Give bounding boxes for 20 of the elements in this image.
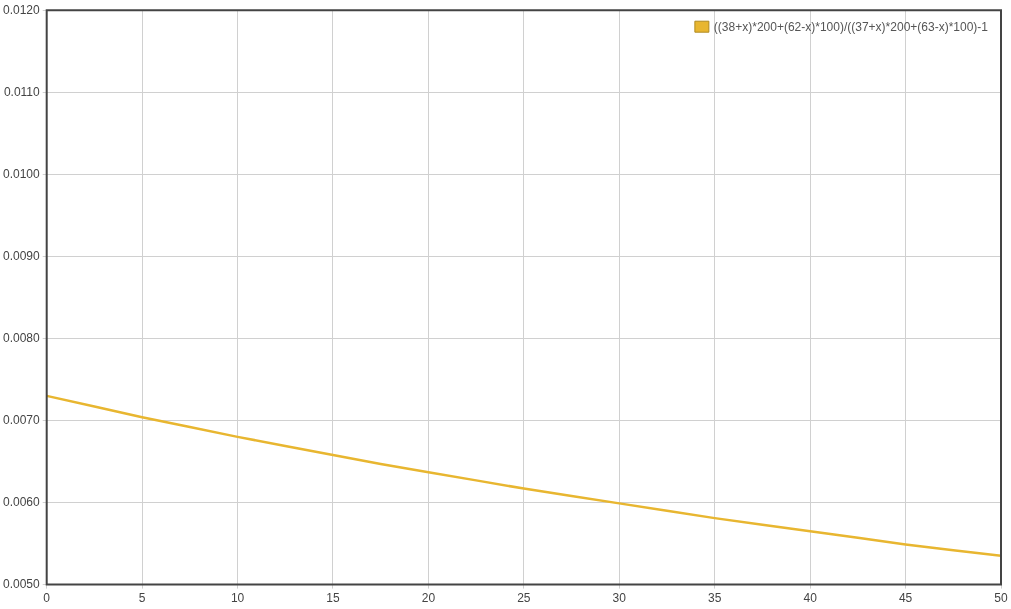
legend-label: ((38+x)*200+(62-x)*100)/((37+x)*200+(63-x)*100)-1 xyxy=(713,19,989,34)
x-tick-label: 0 xyxy=(43,591,51,606)
y-tick-label: 0.0050 xyxy=(3,576,41,591)
x-tick-label: 25 xyxy=(517,591,531,606)
x-tick-label: 50 xyxy=(994,591,1008,606)
x-tick-label: 15 xyxy=(326,591,340,606)
x-tick-label: 5 xyxy=(138,591,146,606)
x-tick-label: 20 xyxy=(421,591,436,606)
y-tick-label: 0.0070 xyxy=(3,412,41,427)
y-tick-label: 0.0090 xyxy=(3,248,41,263)
x-tick-label: 35 xyxy=(708,591,722,606)
y-tick-label: 0.0110 xyxy=(3,84,41,99)
y-tick-label: 0.0100 xyxy=(3,166,41,181)
x-tick-label: 40 xyxy=(803,591,818,606)
y-tick-label: 0.0080 xyxy=(3,330,41,345)
y-tick-label: 0.0060 xyxy=(3,494,41,509)
x-tick-label: 10 xyxy=(230,591,245,606)
x-tick-label: 30 xyxy=(612,591,627,606)
x-tick-label: 45 xyxy=(898,591,913,606)
y-tick-label: 0.0120 xyxy=(3,2,41,17)
